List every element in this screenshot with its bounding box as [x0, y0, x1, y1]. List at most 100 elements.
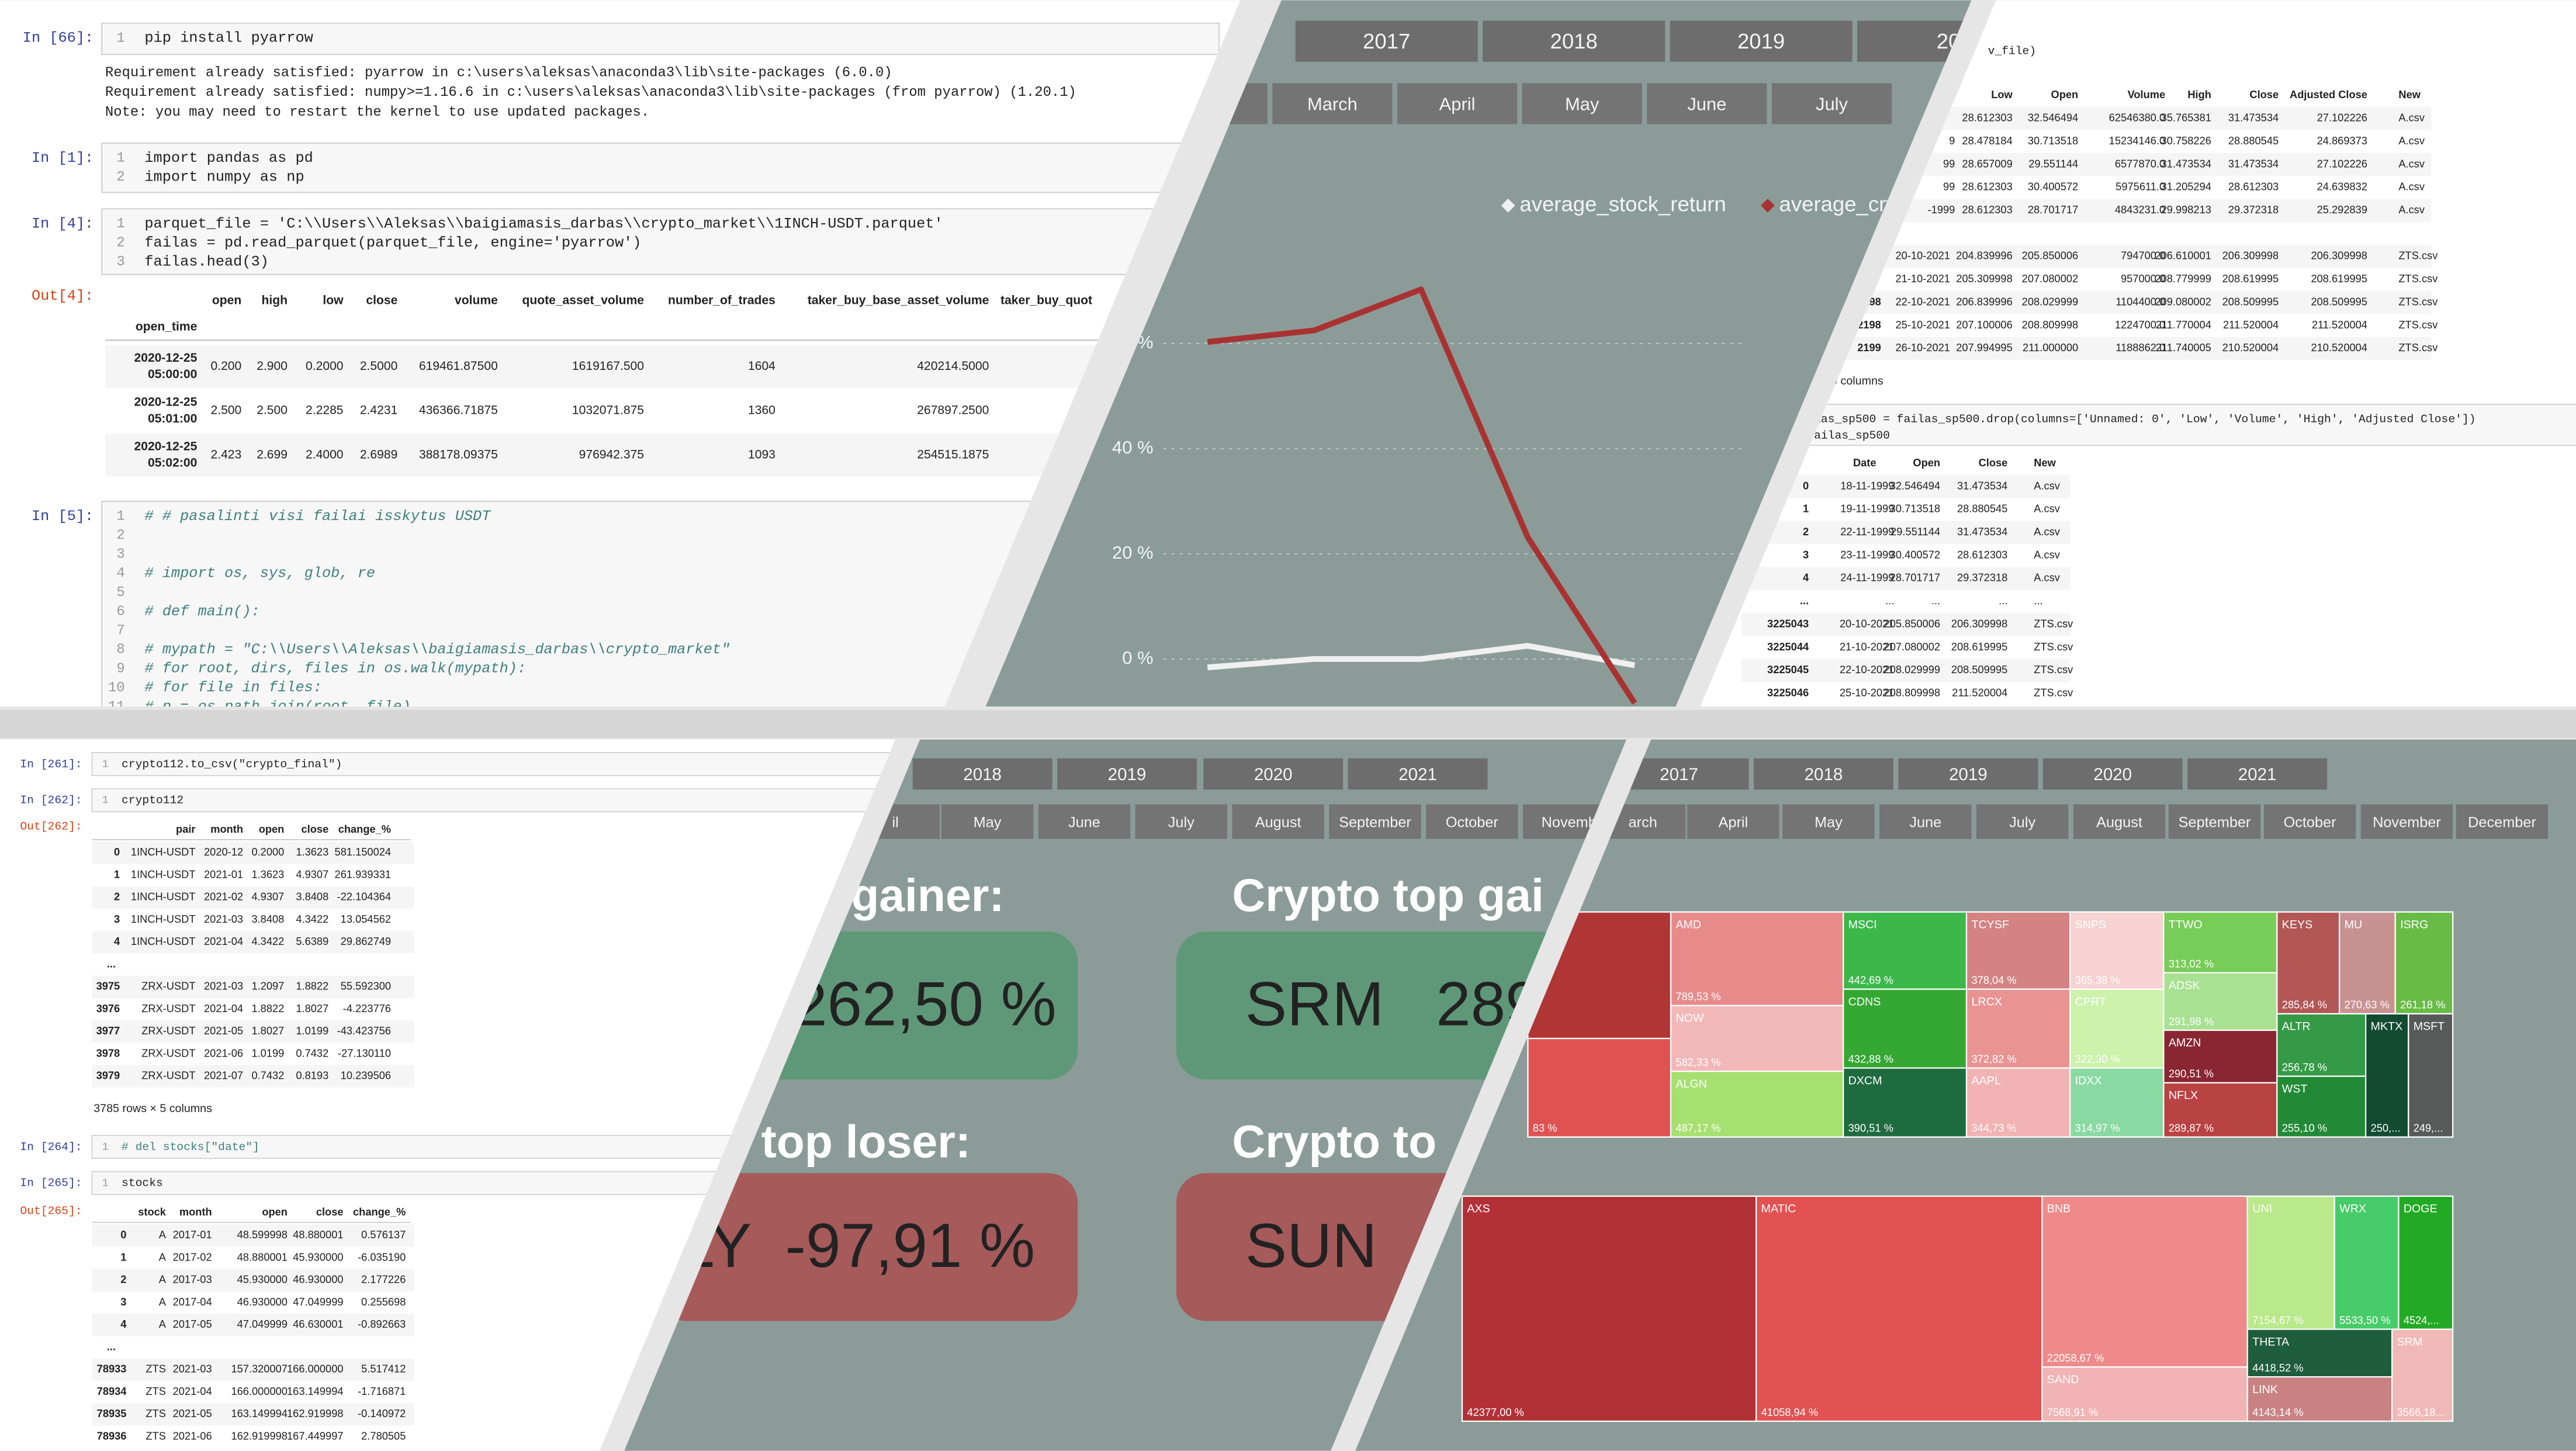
table-cell: A.csv — [2398, 112, 2425, 124]
treemap-tile — [2276, 911, 2340, 1014]
treemap-tile — [2246, 1195, 2335, 1330]
table-cell: 1188862.0 — [2115, 341, 2165, 354]
nav-button-label: July — [1168, 814, 1194, 830]
tile-name: UNI — [2252, 1203, 2272, 1215]
table-cell: A.csv — [2398, 157, 2425, 169]
line-number: 6 — [116, 604, 124, 619]
table-cell: 2.177226 — [361, 1273, 406, 1286]
table-cell: 9 — [1949, 134, 1955, 147]
table-cell: 436366.71875 — [419, 404, 498, 417]
row-index: 78936 — [97, 1429, 127, 1442]
tile-name: SRM — [2397, 1335, 2423, 1348]
nav-button-label: June — [1687, 93, 1726, 114]
nav-button-label: il — [892, 814, 898, 830]
column-header: Low — [1991, 88, 2013, 101]
table-cell: 2021-05 — [204, 1024, 243, 1037]
nav-button — [2262, 802, 2358, 841]
row-stripe — [92, 931, 414, 954]
tile-name: AXS — [1467, 1203, 1490, 1215]
column-header: change_% — [338, 823, 391, 835]
table-cell: 619461.87500 — [419, 359, 498, 373]
row-index: 3225043 — [1767, 617, 1809, 629]
tile-name: CDNS — [1848, 995, 1881, 1008]
table-cell: 2021-07 — [204, 1069, 243, 1082]
treemap-tile — [2069, 988, 2165, 1069]
table-cell: ZTS.csv — [2398, 250, 2438, 262]
column-header: number_of_trades — [668, 293, 775, 307]
card — [657, 1173, 1078, 1321]
table-cell: -27.130110 — [338, 1047, 391, 1059]
table-cell: 2017-02 — [173, 1251, 212, 1263]
table-cell: ZRX-USDT — [141, 1002, 195, 1014]
column-header: open — [262, 1206, 288, 1218]
column-header: pair — [176, 823, 196, 835]
nav-button-label: arch — [1629, 814, 1657, 830]
card-title: Crypto top gai — [1232, 870, 1543, 921]
column-header: open — [212, 293, 241, 307]
row-index: 3225045 — [1767, 663, 1809, 676]
code-line: ilas_sp500 = failas_sp500.drop(columns=[… — [1807, 413, 2475, 425]
table-cell: 25-10-2021 — [1895, 318, 1950, 331]
code-line: # for root, dirs, files in os.walk(mypat… — [144, 660, 526, 677]
table-cell: 45.930000 — [237, 1273, 288, 1286]
table-cell: -6.035190 — [358, 1251, 406, 1263]
table-cell: 208.619995 — [1951, 640, 2008, 653]
tile-value: 261,18 % — [2400, 999, 2445, 1011]
table-cell: 30.400572 — [1890, 548, 1940, 560]
tile-value: 487,17 % — [1675, 1121, 1720, 1134]
table-cell: 46.930000 — [293, 1273, 343, 1286]
table-cell: 35.765381 — [2161, 112, 2211, 124]
tile-value: 582,33 % — [1675, 1056, 1720, 1068]
tile-value: 372,82 % — [1971, 1052, 2016, 1065]
cell-prompt: In [264]: — [20, 1141, 82, 1154]
table-cell: 976942.375 — [579, 448, 644, 462]
nav-button — [1770, 81, 1893, 126]
tile-value: 289,87 % — [2169, 1121, 2214, 1134]
table-cell: 162.919998 — [287, 1407, 344, 1419]
cell-prompt: In [261]: — [20, 758, 82, 771]
table-cell: 1.8027 — [296, 1002, 328, 1014]
nav-button-label: March — [1307, 93, 1358, 114]
table-cell: 0.255698 — [361, 1296, 406, 1308]
nav-button-label: 2021 — [1398, 765, 1437, 784]
table-cell: 24-11-1999 — [1840, 572, 1894, 584]
table-cell: 0.7432 — [251, 1069, 284, 1082]
table-cell: 22-10-2021 — [1895, 295, 1950, 307]
nav-button — [940, 802, 1036, 841]
nav-button-label: 2017 — [1660, 765, 1698, 784]
table-cell: 2021-04 — [204, 935, 243, 947]
line-number: 2 — [116, 528, 124, 543]
table-cell: -0.140972 — [358, 1407, 406, 1419]
tile-name: ALGN — [1675, 1078, 1707, 1090]
table-cell: ZTS — [146, 1363, 165, 1375]
cell-prompt: In [262]: — [20, 794, 82, 807]
tile-value: 4524,... — [2404, 1314, 2439, 1326]
treemap-tile — [2069, 911, 2165, 990]
row-index: 05:01:00 — [148, 412, 197, 425]
table-cell: ... — [1931, 594, 1940, 607]
code-line: # import os, sys, glob, re — [144, 565, 375, 582]
cell-prompt: In [5]: — [32, 508, 94, 525]
tile-name: WRX — [2339, 1203, 2366, 1215]
nav-button — [1036, 802, 1132, 841]
column-header: New — [2034, 456, 2056, 469]
table-cell: 47.049999 — [237, 1318, 288, 1330]
nav-button-label: 2021 — [2238, 765, 2277, 784]
table-cell: A.csv — [2034, 548, 2061, 560]
nav-button-label: October — [2284, 814, 2336, 830]
table-cell: A.csv — [2034, 572, 2061, 584]
tile-value: 270,63 % — [2345, 999, 2390, 1011]
nav-button — [2359, 802, 2454, 841]
row-index: 05:02:00 — [148, 456, 197, 470]
line-number: 2 — [116, 169, 124, 185]
table-cell: 29.998213 — [2161, 203, 2211, 216]
column-header: open — [259, 823, 285, 835]
table-cell: 21-10-2021 — [1840, 640, 1894, 653]
table-cell: 28.612303 — [2228, 181, 2279, 193]
nav-button-label: 2018 — [963, 765, 1002, 784]
table-cell: 1.3623 — [296, 846, 328, 858]
tile-value: 3566,18... — [2397, 1406, 2445, 1418]
table-cell: 2.500 — [211, 404, 242, 417]
output-line: Requirement already satisfied: pyarrow i… — [105, 65, 892, 81]
table-cell: 24.639832 — [2317, 181, 2367, 193]
